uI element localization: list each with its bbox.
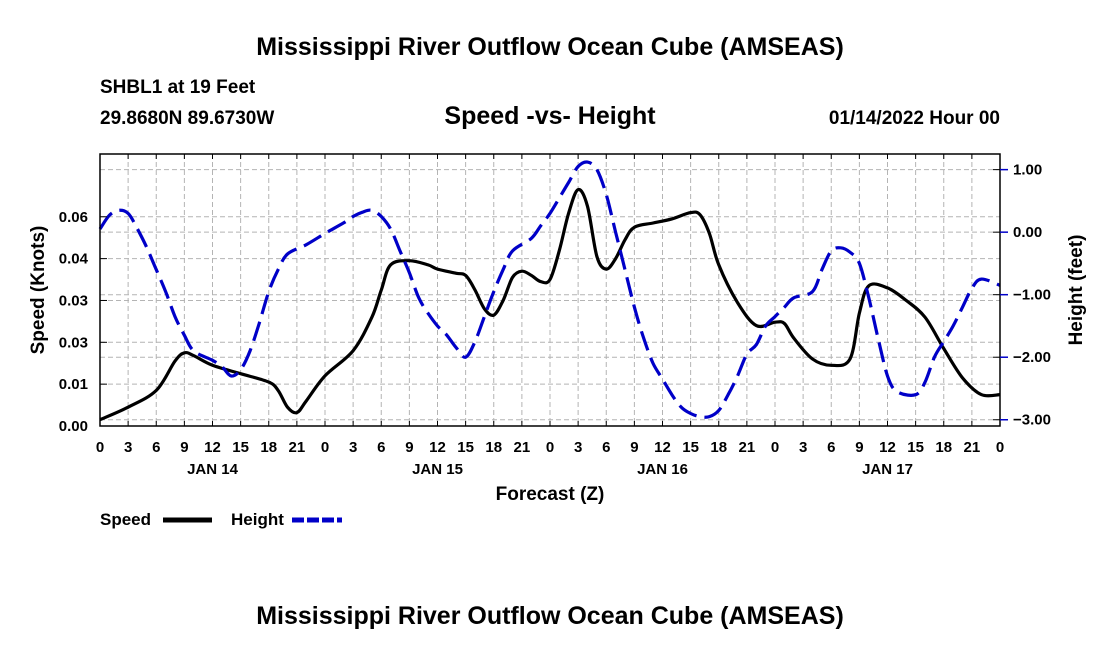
x-tick-label: 15 <box>457 439 474 456</box>
x-tick-label: 21 <box>514 439 531 456</box>
grid <box>100 154 1000 426</box>
y-tick-label: 0.04 <box>59 251 89 268</box>
legend: Speed Height <box>100 510 342 529</box>
chart-subtitle: Speed -vs- Height <box>444 102 656 130</box>
station-label: SHBL1 at 19 Feet <box>100 77 256 98</box>
x-tick-label: 0 <box>321 439 329 456</box>
day-label: JAN 16 <box>637 461 688 478</box>
y2-tick-label: −2.00 <box>1013 349 1051 366</box>
x-tick-label: 12 <box>654 439 671 456</box>
x-tick-label: 9 <box>630 439 638 456</box>
x-tick-label: 0 <box>771 439 779 456</box>
x-tick-label: 12 <box>204 439 221 456</box>
x-tick-label: 15 <box>682 439 699 456</box>
x-tick-label: 9 <box>180 439 188 456</box>
x-tick-label: 3 <box>349 439 357 456</box>
legend-label-height: Height <box>231 510 284 529</box>
x-tick-label: 15 <box>907 439 924 456</box>
day-label: JAN 17 <box>862 461 913 478</box>
legend-label-speed: Speed <box>100 510 151 529</box>
x-tick-label: 21 <box>289 439 306 456</box>
x-tick-label: 6 <box>827 439 835 456</box>
height-series-line <box>98 160 1001 419</box>
x-tick-label: 18 <box>710 439 727 456</box>
y2-tick-label: −3.00 <box>1013 412 1051 429</box>
forecast-date: 01/14/2022 Hour 00 <box>829 108 1000 129</box>
x-tick-label: 18 <box>485 439 502 456</box>
x-tick-label: 12 <box>879 439 896 456</box>
day-label: JAN 14 <box>187 461 239 478</box>
y-tick-label: 0.00 <box>59 418 88 435</box>
series-layer <box>98 160 1001 422</box>
y2-tick-label: −1.00 <box>1013 287 1051 304</box>
x-tick-label: 9 <box>855 439 863 456</box>
x-tick-label: 0 <box>96 439 104 456</box>
x-tick-label: 3 <box>574 439 582 456</box>
x-tick-label: 18 <box>935 439 952 456</box>
x-axis-label: Forecast (Z) <box>496 484 605 505</box>
y-tick-label: 0.06 <box>59 209 88 226</box>
x-tick-label: 9 <box>405 439 413 456</box>
y-axis-label-speed: Speed (Knots) <box>28 226 49 355</box>
day-label: JAN 15 <box>412 461 463 478</box>
coordinates-label: 29.8680N 89.6730W <box>100 108 274 129</box>
x-tick-label: 3 <box>124 439 132 456</box>
x-tick-label: 15 <box>232 439 249 456</box>
speed-series-line <box>99 187 1001 422</box>
x-tick-label: 6 <box>152 439 160 456</box>
x-tick-label: 21 <box>964 439 981 456</box>
x-tick-label: 21 <box>739 439 756 456</box>
x-tick-label: 6 <box>377 439 385 456</box>
x-tick-label: 0 <box>996 439 1004 456</box>
footer-title: Mississippi River Outflow Ocean Cube (AM… <box>256 602 844 630</box>
x-tick-label: 3 <box>799 439 807 456</box>
y-axis-label-height: Height (feet) <box>1066 235 1087 346</box>
y-tick-label: 0.03 <box>59 334 88 351</box>
x-tick-label: 6 <box>602 439 610 456</box>
tick-labels: 0 3 6 9 12 15 18 21 0 3 6 9 12 15 18 21 0 3 6 9 12 15 18 21 0 3 6 9… <box>59 162 1051 478</box>
x-tick-label: 0 <box>546 439 554 456</box>
y2-tick-label: 0.00 <box>1013 224 1042 241</box>
x-tick-label: 12 <box>429 439 446 456</box>
y-tick-label: 0.01 <box>59 376 88 393</box>
axes <box>99 153 1008 427</box>
y-tick-label: 0.03 <box>59 292 88 309</box>
y2-tick-label: 1.00 <box>1013 162 1042 179</box>
chart-title: Mississippi River Outflow Ocean Cube (AM… <box>256 33 844 61</box>
x-tick-label: 18 <box>260 439 277 456</box>
